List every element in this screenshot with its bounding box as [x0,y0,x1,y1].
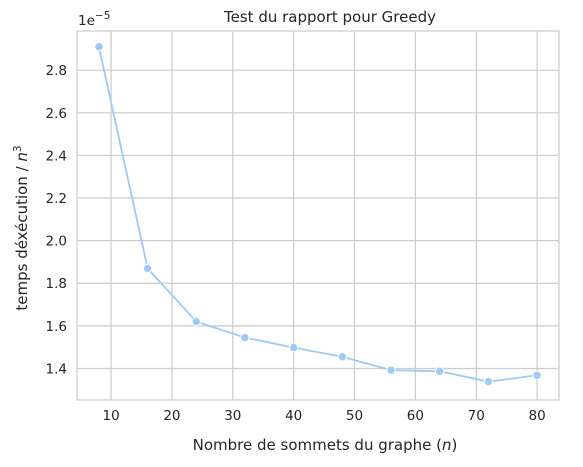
y-tick-label: 1.6 [46,319,67,335]
x-tick-label: 70 [468,408,485,424]
x-tick-label: 80 [528,408,545,424]
data-point [532,370,542,380]
y-axis-title-text: temps déxécution / [13,162,31,311]
x-axis-title-text: Nombre de sommets du graphe ( [193,436,442,454]
x-axis-title-close: ) [452,436,458,454]
y-tick-label: 2.0 [46,234,67,250]
y-tick-label: 2.4 [46,148,67,164]
data-point [288,342,299,353]
x-tick-label: 60 [407,408,424,424]
data-point [337,352,348,362]
data-point [435,366,445,376]
y-offset-exponent: −5 [95,10,110,22]
y-axis-title-exponent: 3 [12,145,24,152]
x-axis-title: Nombre de sommets du graphe (n) [193,436,458,454]
y-offset-base: 1e [78,13,95,29]
x-axis-title-variable: n [442,436,452,454]
series-layer [94,42,542,387]
chart-title: Test du rapport pour Greedy [223,8,436,26]
data-point [483,376,494,387]
series-line [98,46,538,383]
grid [77,31,559,400]
y-axis-title: temps déxécution / n3 [12,145,31,310]
y-tick-labels: 1.4 1.6 1.8 2.0 2.2 2.4 2.6 2.8 [46,63,67,377]
x-tick-label: 30 [224,408,241,424]
data-point [240,332,250,343]
x-tick-label: 40 [285,408,302,424]
data-point [94,42,104,52]
y-tick-label: 2.6 [46,106,67,122]
y-tick-label: 2.8 [46,63,67,79]
y-tick-label: 1.8 [46,276,67,292]
x-tick-label: 10 [102,408,119,424]
x-tick-label: 20 [163,408,180,424]
data-point [142,263,153,274]
x-tick-label: 50 [346,408,363,424]
data-point [386,365,396,375]
y-offset-label: 1e−5 [78,10,110,29]
y-axis-title-variable: n [13,152,31,162]
y-tick-label: 2.2 [46,191,67,207]
y-tick-label: 1.4 [46,361,67,377]
x-tick-labels: 10 20 30 40 50 60 70 80 [102,408,545,424]
data-point [191,316,201,327]
plot-frame [76,30,560,401]
